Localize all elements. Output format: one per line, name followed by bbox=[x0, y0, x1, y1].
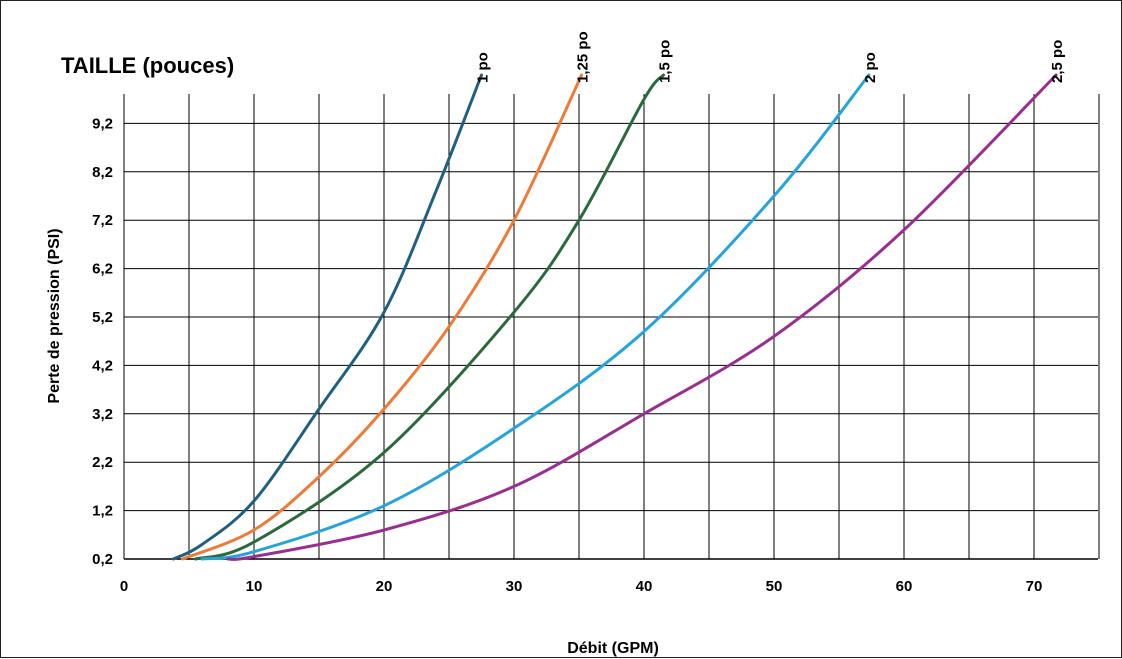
y-tick-label: 5,2 bbox=[92, 309, 113, 326]
x-tick-label: 70 bbox=[1026, 578, 1043, 595]
x-tick-label: 10 bbox=[246, 578, 263, 595]
y-tick-label: 8,2 bbox=[92, 164, 113, 181]
series-label: 2 po bbox=[862, 52, 879, 83]
y-tick-label: 0,2 bbox=[92, 551, 113, 568]
x-tick-label: 30 bbox=[506, 578, 523, 595]
series-labels: 1 po 1,25 po 1,5 po 2 po 2,5 po bbox=[475, 31, 1067, 83]
series-line bbox=[194, 73, 665, 561]
series-label: 1 po bbox=[475, 52, 492, 83]
y-tick-label: 6,2 bbox=[92, 261, 113, 278]
y-tick-label: 2,2 bbox=[92, 454, 113, 471]
x-tick-label: 20 bbox=[376, 578, 393, 595]
x-axis-label: Débit (GPM) bbox=[567, 640, 659, 657]
y-axis-label: Perte de pression (PSI) bbox=[46, 228, 63, 403]
y-tick-label: 9,2 bbox=[92, 115, 113, 132]
y-tick-label: 4,2 bbox=[92, 357, 113, 374]
x-tick-label: 60 bbox=[896, 578, 913, 595]
series-label: 1,25 po bbox=[575, 31, 592, 83]
x-tick-label: 0 bbox=[120, 578, 128, 595]
series-label: 1,5 po bbox=[657, 40, 674, 83]
x-tick-label: 50 bbox=[766, 578, 783, 595]
legend-title: TAILLE (pouces) bbox=[61, 53, 234, 78]
x-tick-label: 40 bbox=[636, 578, 653, 595]
series-line bbox=[226, 73, 1058, 561]
x-tick-labels: 0 10 20 30 40 50 60 70 bbox=[120, 578, 1043, 595]
series-label: 2,5 po bbox=[1049, 40, 1066, 83]
y-tick-label: 1,2 bbox=[92, 503, 113, 520]
series-lines bbox=[171, 73, 1058, 561]
y-tick-label: 3,2 bbox=[92, 406, 113, 423]
y-tick-labels: 0,2 1,2 2,2 3,2 4,2 5,2 6,2 7,2 8,2 9,2 bbox=[92, 115, 113, 568]
series-line bbox=[171, 73, 483, 561]
series-line bbox=[200, 73, 871, 561]
series-line bbox=[181, 73, 584, 561]
y-tick-label: 7,2 bbox=[92, 212, 113, 229]
grid bbox=[123, 94, 1100, 560]
